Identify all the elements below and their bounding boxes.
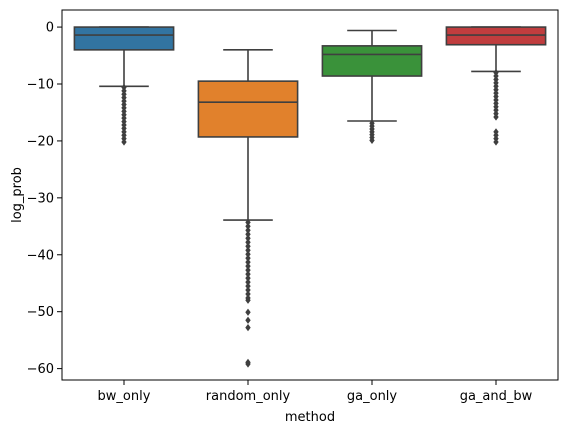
y-axis-label: log_prob <box>10 167 25 223</box>
outlier-point <box>245 296 251 304</box>
y-tick-label: −30 <box>27 191 54 206</box>
outlier-point <box>245 270 251 278</box>
outlier-point <box>245 262 251 270</box>
x-axis: bw_only random_only ga_only ga_and_bw <box>98 380 533 404</box>
box-random_only <box>197 80 299 138</box>
outlier-point <box>245 316 251 324</box>
outlier-point <box>245 238 251 246</box>
box-group-ga_only <box>321 29 423 144</box>
y-tick-label: −20 <box>27 134 54 149</box>
plot-frame <box>61 9 559 381</box>
outlier-point <box>245 266 251 274</box>
outlier-point <box>245 230 251 238</box>
box-ga_and_bw <box>445 26 547 46</box>
outlier-point <box>245 218 251 226</box>
y-tick-label: −40 <box>27 248 54 263</box>
y-tick-label: 0 <box>46 21 54 36</box>
outlier-point <box>245 250 251 258</box>
outlier-point <box>245 234 251 242</box>
x-tick-label: bw_only <box>98 389 151 404</box>
outlier-point <box>245 222 251 230</box>
outlier-point <box>245 274 251 282</box>
y-tick-label: −50 <box>27 305 54 320</box>
y-tick-label: −10 <box>27 78 54 93</box>
outlier-point <box>245 286 251 294</box>
x-tick-label: ga_only <box>347 389 398 404</box>
y-axis: 0 −10 −20 −30 −40 −50 −60 <box>27 21 62 377</box>
box-group-ga_and_bw <box>445 26 547 146</box>
outlier-point <box>245 290 251 298</box>
x-axis-label: method <box>285 410 335 425</box>
x-tick-label: ga_and_bw <box>460 389 533 404</box>
box-bw_only <box>73 26 175 51</box>
outlier-point <box>245 226 251 234</box>
box-ga_only <box>321 45 423 77</box>
outlier-point <box>245 278 251 286</box>
outlier-point <box>245 324 251 332</box>
outlier-point <box>245 308 251 316</box>
box-group-bw_only <box>73 26 175 146</box>
x-tick-label: random_only <box>206 389 291 404</box>
outlier-point <box>369 136 375 144</box>
box-group-random_only <box>197 49 299 368</box>
outlier-point <box>121 138 127 146</box>
outlier-point <box>245 360 251 368</box>
y-tick-label: −60 <box>27 362 54 377</box>
outlier-point <box>493 113 499 121</box>
outlier-point <box>245 246 251 254</box>
outlier-point <box>245 242 251 250</box>
outlier-point <box>245 282 251 290</box>
outlier-point <box>245 254 251 262</box>
outlier-point <box>245 258 251 266</box>
outlier-point <box>493 138 499 146</box>
plot-marks <box>73 26 547 368</box>
